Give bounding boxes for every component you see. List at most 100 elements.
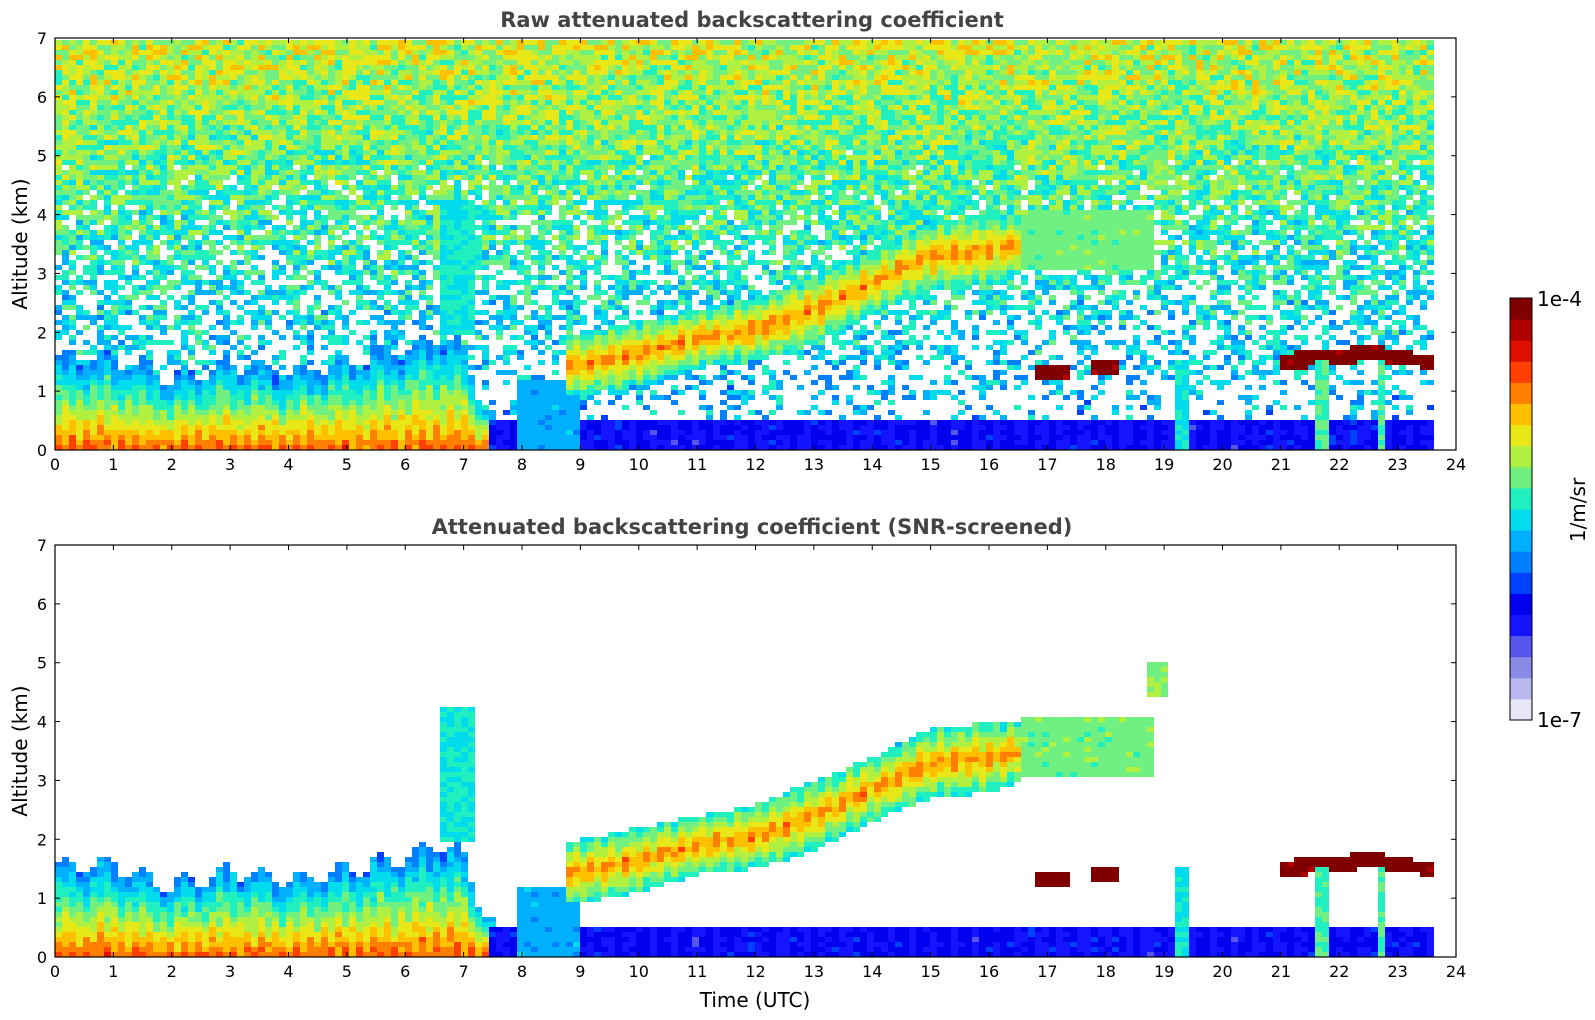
heatmap-cell xyxy=(461,110,468,115)
heatmap-cell xyxy=(524,85,531,90)
heatmap-cell xyxy=(405,65,412,70)
heatmap-cell xyxy=(62,380,69,385)
heatmap-cell xyxy=(300,340,307,345)
heatmap-cell xyxy=(90,120,97,125)
heatmap-cell xyxy=(104,370,111,375)
heatmap-cell xyxy=(97,45,104,50)
heatmap-cell xyxy=(258,430,265,435)
heatmap-cell xyxy=(132,175,139,180)
heatmap-cell xyxy=(447,185,454,190)
heatmap-cell xyxy=(538,265,545,270)
heatmap-cell xyxy=(419,295,426,300)
heatmap-cell xyxy=(433,195,440,200)
heatmap-cell xyxy=(104,175,111,180)
heatmap-cell xyxy=(272,225,279,230)
heatmap-cell xyxy=(300,125,307,130)
heatmap-cell xyxy=(153,235,160,240)
heatmap-cell xyxy=(188,85,195,90)
heatmap-cell xyxy=(524,165,531,170)
heatmap-cell xyxy=(230,430,237,435)
heatmap-cell xyxy=(118,115,125,120)
heatmap-cell xyxy=(419,190,426,195)
heatmap-cell xyxy=(398,360,405,365)
heatmap-cell xyxy=(223,355,230,360)
heatmap-cell xyxy=(132,420,139,425)
heatmap-cell xyxy=(370,130,377,135)
heatmap-cell xyxy=(335,195,342,200)
heatmap-cell xyxy=(132,245,139,250)
heatmap-cell xyxy=(496,330,503,335)
heatmap-cell xyxy=(447,415,454,420)
heatmap-cell xyxy=(356,230,363,235)
heatmap-cell xyxy=(314,85,321,90)
heatmap-cell xyxy=(342,370,349,375)
heatmap-cell xyxy=(195,320,202,325)
heatmap-cell xyxy=(328,385,335,390)
heatmap-cell xyxy=(139,60,146,65)
heatmap-cell xyxy=(272,175,279,180)
heatmap-cell xyxy=(62,140,69,145)
heatmap-cell xyxy=(69,350,76,355)
heatmap-cell xyxy=(538,440,545,445)
heatmap-cell xyxy=(216,185,223,190)
heatmap-cell xyxy=(454,410,461,415)
heatmap-cell xyxy=(125,80,132,85)
heatmap-cell xyxy=(174,140,181,145)
heatmap-cell xyxy=(69,380,76,385)
heatmap-cell xyxy=(447,295,454,300)
heatmap-cell xyxy=(552,360,559,365)
heatmap-cell xyxy=(174,315,181,320)
heatmap-cell xyxy=(405,75,412,80)
heatmap-cell xyxy=(300,250,307,255)
heatmap-cell xyxy=(111,190,118,195)
heatmap-cell xyxy=(412,115,419,120)
heatmap-cell xyxy=(314,70,321,75)
heatmap-cell xyxy=(76,180,83,185)
heatmap-cell xyxy=(209,410,216,415)
heatmap-cell xyxy=(97,175,104,180)
heatmap-cell xyxy=(510,195,517,200)
heatmap-cell xyxy=(76,105,83,110)
heatmap-cell xyxy=(454,435,461,440)
heatmap-cell xyxy=(517,405,524,410)
heatmap-cell xyxy=(209,170,216,175)
heatmap-cell xyxy=(461,375,468,380)
heatmap-cell xyxy=(524,55,531,60)
heatmap-cell xyxy=(391,290,398,295)
heatmap-cell xyxy=(111,440,118,445)
heatmap-cell xyxy=(76,205,83,210)
heatmap-cell xyxy=(391,440,398,445)
heatmap-cell xyxy=(237,115,244,120)
heatmap-cell xyxy=(440,65,447,70)
heatmap-cell xyxy=(342,270,349,275)
heatmap-cell xyxy=(349,45,356,50)
heatmap-cell xyxy=(328,400,335,405)
heatmap-cell xyxy=(195,75,202,80)
heatmap-cell xyxy=(146,285,153,290)
heatmap-cell xyxy=(370,305,377,310)
heatmap-cell xyxy=(125,335,132,340)
heatmap-cell xyxy=(321,150,328,155)
heatmap-cell xyxy=(489,210,496,215)
heatmap-cell xyxy=(83,285,90,290)
heatmap-cell xyxy=(83,245,90,250)
heatmap-cell xyxy=(209,385,216,390)
heatmap-cell xyxy=(454,185,461,190)
heatmap-cell xyxy=(237,210,244,215)
heatmap-cell xyxy=(118,225,125,230)
heatmap-cell xyxy=(552,265,559,270)
heatmap-cell xyxy=(517,380,524,385)
heatmap-cell xyxy=(489,100,496,105)
heatmap-cell xyxy=(398,150,405,155)
heatmap-cell xyxy=(356,430,363,435)
heatmap-cell xyxy=(405,115,412,120)
heatmap-cell xyxy=(167,145,174,150)
heatmap-cell xyxy=(307,165,314,170)
heatmap-cell xyxy=(384,320,391,325)
heatmap-cell xyxy=(468,165,475,170)
heatmap-cell xyxy=(62,405,69,410)
heatmap-cell xyxy=(181,365,188,370)
heatmap-cell xyxy=(230,410,237,415)
heatmap-cell xyxy=(503,295,510,300)
heatmap-cell xyxy=(496,135,503,140)
